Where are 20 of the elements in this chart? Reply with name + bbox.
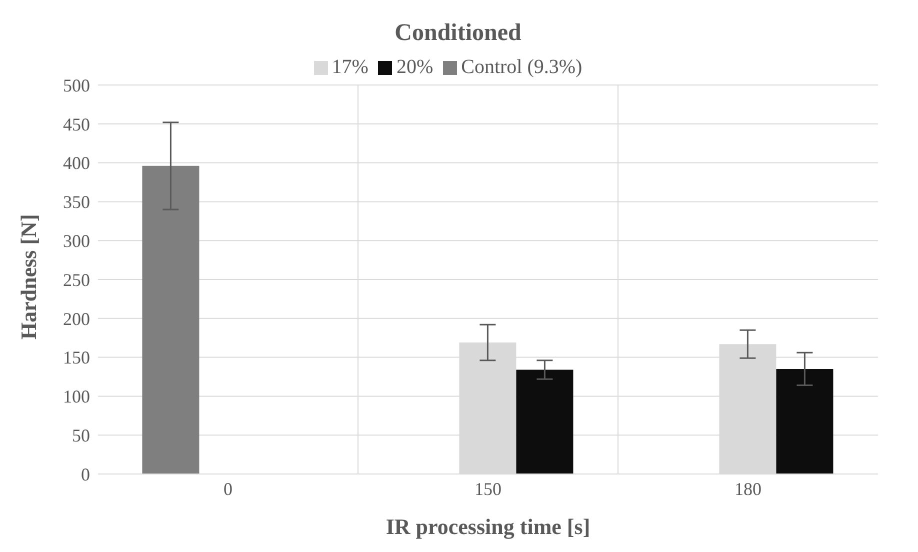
y-tick-label: 150 xyxy=(63,348,90,368)
legend-label: 17% xyxy=(332,56,368,78)
x-tick-label: 0 xyxy=(224,478,232,499)
y-tick-label: 50 xyxy=(72,425,90,446)
y-axis-title: Hardness [N] xyxy=(16,214,41,340)
legend-label: 20% xyxy=(396,56,434,78)
y-tick-label: 100 xyxy=(63,386,90,407)
chart-title: Conditioned xyxy=(394,19,522,48)
y-tick-label: 400 xyxy=(63,153,90,174)
y-tick-label: 300 xyxy=(63,230,90,251)
x-tick-label: 150 xyxy=(474,478,502,499)
y-tick-label: 0 xyxy=(81,464,90,484)
y-tick-label: 450 xyxy=(63,114,90,134)
x-tick-label: 180 xyxy=(734,478,762,499)
y-tick-label: 350 xyxy=(63,192,90,212)
y-tick-label: 250 xyxy=(63,270,90,290)
legend-label: Control (9.3%) xyxy=(461,56,582,78)
y-tick-label: 500 xyxy=(63,75,90,96)
x-axis-title: IR processing time [s] xyxy=(386,514,590,539)
y-tick-label: 200 xyxy=(63,308,90,329)
